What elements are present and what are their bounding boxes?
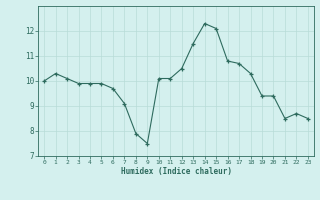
X-axis label: Humidex (Indice chaleur): Humidex (Indice chaleur) — [121, 167, 231, 176]
